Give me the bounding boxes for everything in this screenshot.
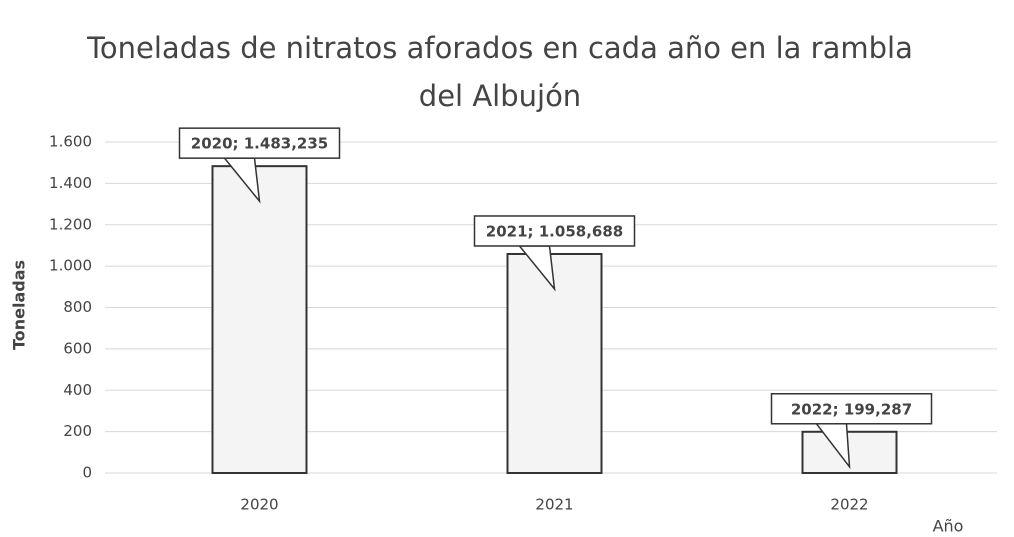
chart-title: Toneladas de nitratos aforados en cada a…: [86, 31, 913, 65]
x-tick-label: 2022: [830, 496, 868, 514]
y-tick-label: 0: [82, 464, 92, 482]
x-axis-label: Año: [933, 517, 964, 536]
data-label: 2021; 1.058,688: [486, 222, 623, 240]
y-tick-label: 1.200: [49, 215, 92, 233]
data-label: 2022; 199,287: [791, 400, 912, 418]
callout-box: [178, 127, 341, 159]
y-tick-label: 600: [63, 339, 92, 357]
bar: [506, 252, 603, 474]
y-tick-label: 200: [63, 422, 92, 440]
bar: [211, 165, 308, 474]
y-tick-label: 1.000: [49, 257, 92, 275]
y-axis-label: Toneladas: [10, 260, 29, 350]
callout-box: [473, 215, 636, 247]
callout-box: [770, 393, 933, 425]
y-tick-label: 400: [63, 381, 92, 399]
x-tick-label: 2021: [535, 496, 573, 514]
chart-title: del Albujón: [419, 79, 581, 113]
data-label: 2020; 1.483,235: [191, 135, 328, 153]
x-tick-label: 2020: [240, 496, 278, 514]
y-tick-label: 1.600: [49, 133, 92, 151]
y-tick-label: 800: [63, 298, 92, 316]
y-tick-label: 1.400: [49, 174, 92, 192]
